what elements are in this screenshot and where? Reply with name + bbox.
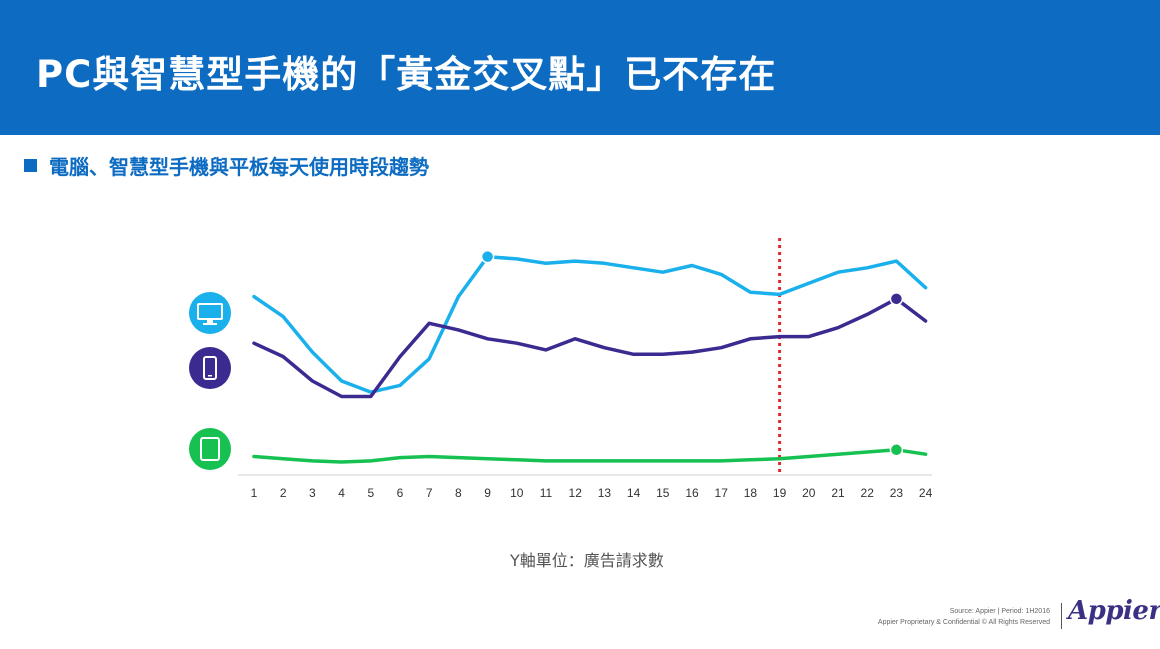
tablet-icon: [189, 428, 231, 470]
x-tick-label: 12: [569, 486, 583, 500]
x-tick-label: 8: [455, 486, 462, 500]
highlight-point: [480, 249, 495, 264]
x-tick-label: 5: [367, 486, 374, 500]
x-tick-label: 4: [338, 486, 345, 500]
smartphone-icon: [189, 347, 231, 389]
y-axis-unit-label: Y軸單位：廣告請求數: [510, 551, 664, 570]
series-line-desktop-monitor: [252, 254, 928, 394]
x-tick-label: 24: [919, 486, 933, 500]
page-title: PC與智慧型手機的「黃金交叉點」已不存在: [36, 53, 777, 96]
x-tick-label: 3: [309, 486, 316, 500]
x-tick-label: 2: [280, 486, 287, 500]
x-tick-label: 17: [715, 486, 729, 500]
x-tick-label: 22: [861, 486, 875, 500]
x-tick-label: 20: [802, 486, 816, 500]
x-tick-label: 15: [656, 486, 670, 500]
x-tick-label: 14: [627, 486, 641, 500]
x-tick-label: 16: [685, 486, 699, 500]
series-line-tablet: [252, 448, 928, 464]
source-text: Source: Appier | Period: 1H2016: [949, 608, 1050, 615]
x-tick-label: 9: [484, 486, 491, 500]
highlight-point: [889, 292, 904, 306]
x-tick-label: 13: [598, 486, 612, 500]
chart-title: 電腦、智慧型手機與平板每天使用時段趨勢: [49, 154, 429, 179]
highlight-point: [889, 443, 904, 457]
x-tick-label: 7: [426, 486, 433, 500]
x-tick-label: 21: [831, 486, 845, 500]
footer-divider: [1061, 603, 1062, 629]
legal-text: Appier Proprietary & Confidential © All …: [877, 619, 1050, 626]
x-tick-label: 23: [890, 486, 904, 500]
x-tick-label: 1: [251, 486, 258, 500]
chart-subtitle-row: 電腦、智慧型手機與平板每天使用時段趨勢: [24, 152, 429, 179]
footer-source: Source: Appier | Period: 1H2016 Appier P…: [878, 606, 1050, 628]
desktop-monitor-icon: [189, 292, 231, 334]
x-tick-label: 19: [773, 486, 787, 500]
x-tick-label: 10: [510, 486, 524, 500]
x-tick-label: 6: [397, 486, 404, 500]
series-line-smartphone: [252, 297, 928, 399]
x-tick-label: 11: [540, 486, 553, 500]
brand-logo: Appier: [1068, 596, 1160, 626]
header-bar: PC與智慧型手機的「黃金交叉點」已不存在: [0, 0, 1160, 135]
x-tick-label: 18: [744, 486, 758, 500]
square-bullet-icon: [24, 158, 37, 172]
